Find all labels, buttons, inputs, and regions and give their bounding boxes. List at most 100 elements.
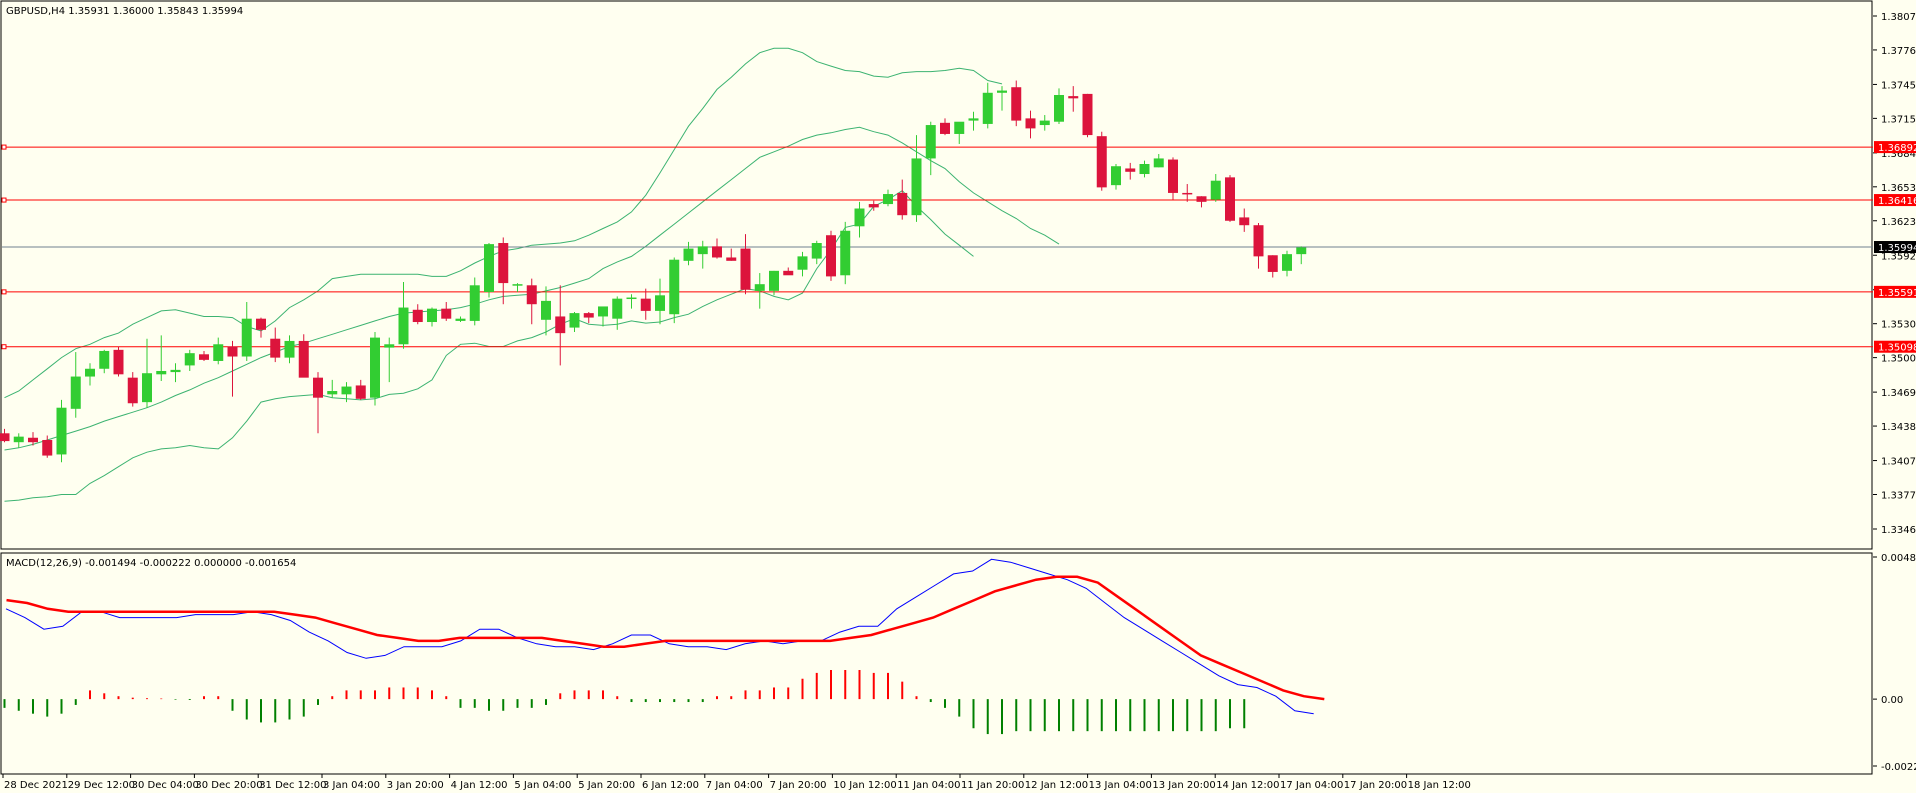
- candle-bear: [583, 313, 594, 318]
- candle-bull: [612, 298, 623, 319]
- candle-bear: [726, 257, 737, 261]
- candle-bull: [455, 318, 466, 321]
- candle-bull: [541, 300, 551, 320]
- symbol-header: GBPUSD,H4 1.35931 1.36000 1.35843 1.3599…: [6, 6, 243, 17]
- time-tick-label: 13 Jan 04:00: [1089, 780, 1152, 791]
- candle-bear: [1068, 96, 1079, 99]
- price-tick-label: 1.37455: [1881, 80, 1916, 91]
- candle-bull: [398, 307, 409, 345]
- time-tick-label: 17 Jan 20:00: [1344, 780, 1407, 791]
- candle-bear: [555, 316, 566, 334]
- time-tick-label: 13 Jan 20:00: [1152, 780, 1215, 791]
- time-tick-label: 5 Jan 04:00: [514, 780, 571, 791]
- candle-bear: [113, 349, 124, 375]
- candle-bear: [1125, 168, 1136, 172]
- candle-bull: [1282, 254, 1292, 271]
- candle-bull: [982, 92, 993, 124]
- time-tick-label: 4 Jan 12:00: [451, 780, 508, 791]
- level-handle[interactable]: [1, 289, 7, 295]
- time-tick-label: 3 Jan 04:00: [323, 780, 380, 791]
- candle-bull: [284, 340, 295, 358]
- candle-bear: [412, 309, 423, 323]
- candle-bull: [341, 386, 352, 395]
- candle-bear: [313, 377, 323, 398]
- horizontal-levels[interactable]: [1, 144, 1873, 350]
- time-tick-label: 28 Dec 2021: [4, 780, 68, 791]
- candle-bear: [526, 285, 537, 305]
- candle-bear: [42, 439, 53, 456]
- candle-bear: [1096, 136, 1107, 188]
- candle-bear: [1267, 255, 1278, 272]
- candle-bear: [740, 248, 751, 290]
- candle-bull: [142, 373, 152, 403]
- candle-bull: [170, 369, 181, 373]
- time-tick-label: 30 Dec 20:00: [195, 780, 262, 791]
- price-axis: 1.38070 1.37765 1.37455 1.37150 1.36840 1.365…: [1873, 12, 1916, 773]
- time-tick-label: 3 Jan 20:00: [387, 780, 444, 791]
- candle-bull: [655, 295, 665, 311]
- level-price-tag-label: 1.36892: [1878, 143, 1916, 154]
- level-price-tag-label: 1.35098: [1878, 343, 1916, 354]
- candle-bull: [512, 284, 523, 286]
- price-tick-label: 1.35305: [1881, 320, 1916, 331]
- price-tick-label: 1.33460: [1881, 525, 1916, 536]
- macd-indicator: [3, 558, 1325, 735]
- macd-panel-frame: [0, 552, 1873, 775]
- candle-bear: [783, 270, 794, 276]
- price-tick-label: 1.36535: [1881, 183, 1916, 194]
- macd-header: MACD(12,26,9) -0.001494 -0.000222 0.0000…: [6, 558, 296, 569]
- candle-bear: [897, 192, 908, 216]
- candle-bear: [298, 340, 309, 378]
- candle-bull: [754, 284, 765, 291]
- candle-bear: [1082, 93, 1093, 136]
- time-tick-label: 30 Dec 04:00: [132, 780, 199, 791]
- time-tick-label: 29 Dec 12:00: [68, 780, 135, 791]
- time-tick-label: 31 Dec 12:00: [259, 780, 326, 791]
- candle-bull: [156, 370, 167, 375]
- candle-bull: [569, 313, 580, 328]
- candle-bull: [968, 118, 979, 121]
- time-tick-label: 18 Jan 12:00: [1408, 780, 1471, 791]
- level-price-tag: [1874, 194, 1916, 207]
- candle-bull: [598, 306, 608, 317]
- time-tick-label: 10 Jan 12:00: [833, 780, 896, 791]
- time-tick-label: 12 Jan 12:00: [1025, 780, 1088, 791]
- candle-bear: [1011, 87, 1022, 121]
- candle-bull: [769, 270, 779, 291]
- candle-bull: [840, 230, 851, 276]
- candle-bull: [697, 246, 708, 255]
- candle-bear: [441, 308, 452, 319]
- price-tick-label: 1.38070: [1881, 12, 1916, 23]
- candle-bull: [1210, 180, 1221, 200]
- candle-bear: [28, 437, 38, 443]
- candle-bear: [1168, 159, 1178, 193]
- candle-bear: [498, 243, 509, 284]
- bid-price-tag: [1874, 241, 1916, 254]
- level-handle[interactable]: [1, 344, 7, 350]
- level-price-tag: [1874, 340, 1916, 353]
- price-tick-label: 1.33770: [1881, 491, 1916, 502]
- candle-bull: [56, 407, 67, 455]
- level-handle[interactable]: [1, 144, 7, 150]
- candle-bull: [626, 297, 637, 300]
- candle-bull: [925, 125, 936, 159]
- price-tick-label: 1.36840: [1881, 149, 1916, 160]
- price-tick-label: 1.35000: [1881, 354, 1916, 365]
- candle-bear: [199, 354, 209, 360]
- candle-bull: [1153, 158, 1164, 168]
- candle-bull: [213, 344, 224, 361]
- candle-bear: [256, 318, 266, 330]
- candle-bear: [1025, 118, 1036, 129]
- level-price-tag: [1874, 141, 1916, 154]
- candle-bull: [484, 244, 494, 292]
- price-tick-label: 1.34075: [1881, 457, 1916, 468]
- time-tick-label: 17 Jan 04:00: [1280, 780, 1343, 791]
- candle-bull: [427, 308, 437, 323]
- candle-bull: [954, 121, 965, 134]
- time-tick-label: 11 Jan 20:00: [961, 780, 1024, 791]
- level-handle[interactable]: [1, 197, 7, 203]
- candle-bear: [712, 246, 722, 258]
